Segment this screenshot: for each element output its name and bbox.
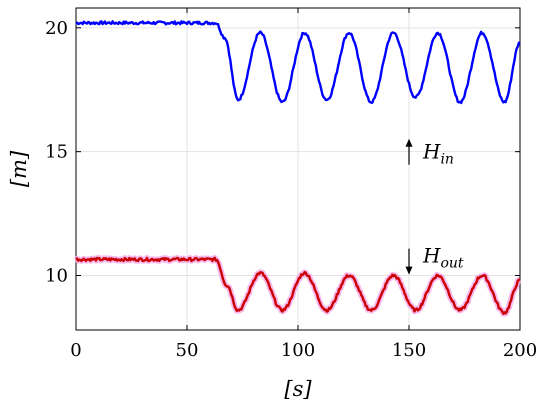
- x-tick-label: 0: [70, 340, 81, 361]
- y-tick-label: 15: [45, 142, 68, 163]
- annotations: Hin Hout: [405, 138, 464, 275]
- series-line-1: [75, 256, 521, 315]
- y-tick-label: 10: [45, 266, 68, 287]
- x-axis-label: [s]: [284, 377, 312, 401]
- annotation-in: Hin: [405, 138, 454, 168]
- arrow-head: [405, 266, 413, 275]
- series-line-0: [75, 20, 521, 105]
- y-tick-label: 20: [45, 18, 68, 39]
- x-tick-label: 50: [176, 340, 199, 361]
- axis-ticks: 0 50 100 150 200 10 15 20: [45, 8, 537, 361]
- y-axis-label: [m]: [7, 150, 31, 187]
- annotation-label-out: Hout: [422, 244, 464, 272]
- x-tick-label: 100: [281, 340, 315, 361]
- series-layer: [74, 20, 522, 317]
- x-tick-label: 150: [392, 340, 426, 361]
- x-tick-label: 200: [503, 340, 537, 361]
- annotation-label-in: Hin: [422, 140, 454, 168]
- annotation-out: Hout: [405, 244, 464, 275]
- arrow-head: [405, 138, 413, 147]
